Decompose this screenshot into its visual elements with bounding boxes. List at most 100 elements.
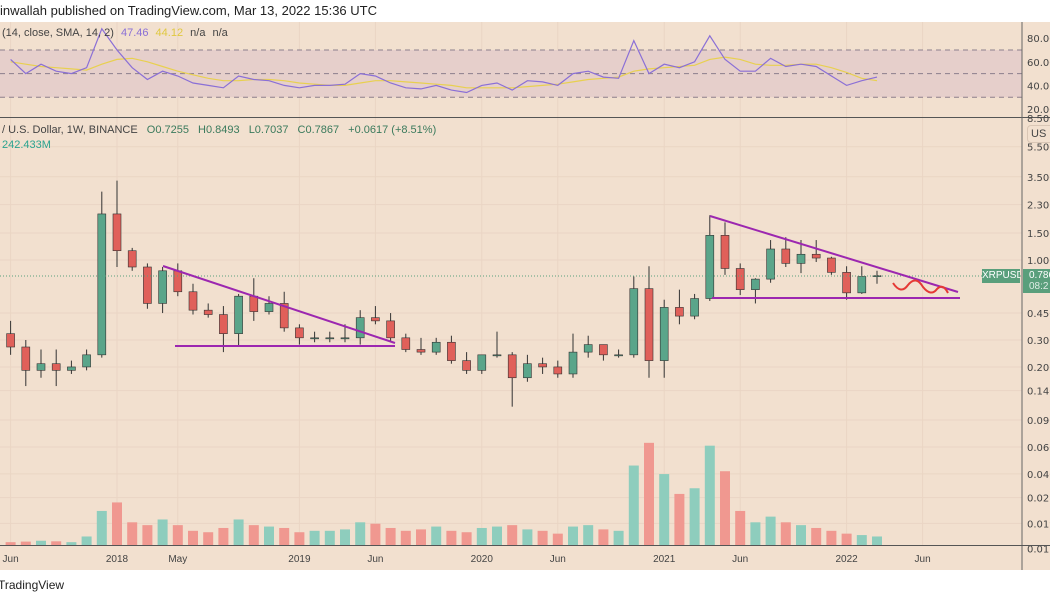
volume-bar (370, 523, 381, 545)
candle-body (857, 276, 867, 294)
candle-body (477, 354, 487, 371)
candle-body (462, 360, 471, 371)
candle-body (219, 314, 228, 334)
volume-bar (735, 510, 746, 545)
volume-bar (644, 442, 654, 545)
volume-bar (856, 535, 867, 545)
volume-bar (461, 532, 472, 545)
candle-body (690, 298, 699, 317)
ohlc-low: L0.7037 (248, 124, 289, 136)
volume-bar (613, 530, 624, 545)
last-price: 0.786 (1029, 270, 1050, 281)
volume-bar (416, 529, 426, 545)
volume-bar (628, 465, 639, 545)
candle-body (21, 346, 31, 371)
volume-bar (142, 525, 153, 545)
time-tick-label: 2021 (653, 554, 676, 565)
volume-bar (689, 488, 700, 545)
rsi-tick-label: 80.00 (1027, 34, 1050, 45)
candle-body (599, 344, 608, 356)
volume-bar (674, 493, 685, 545)
volume-bar (233, 519, 244, 545)
time-tick-label: Jun (915, 554, 931, 565)
time-tick-label: Jun (732, 554, 748, 565)
volume-bar (203, 532, 214, 545)
volume-bar (507, 525, 518, 545)
volume-bar (127, 522, 138, 545)
candle-body (644, 288, 654, 361)
volume-bar (51, 541, 62, 545)
price-tick-label: 1.500 (1027, 229, 1050, 240)
candle-body (629, 288, 639, 356)
rsi-tick-label: 60.00 (1027, 58, 1050, 69)
price-tick-label: 5.500 (1027, 143, 1050, 154)
candle-body (416, 349, 426, 353)
candle-body (751, 278, 760, 290)
volume-bar (157, 519, 168, 545)
volume-bar (704, 445, 715, 545)
candle-body (249, 295, 259, 312)
price-tick-label: 0.028 (1027, 494, 1050, 505)
volume-bar (324, 530, 335, 545)
currency-tag[interactable]: US (1027, 125, 1050, 143)
candle-body (325, 337, 335, 340)
volume-bar (218, 527, 229, 545)
volume-bar (811, 527, 822, 545)
price-tick-label: 0.200 (1027, 363, 1050, 374)
candle-body (447, 341, 456, 361)
volume-bar (872, 536, 882, 545)
candle-body (507, 354, 517, 379)
candle-body (203, 309, 213, 315)
volume-bar (598, 529, 609, 545)
volume-bar (355, 522, 366, 545)
volume-bar (340, 529, 350, 545)
volume-bar (20, 541, 31, 545)
price-tick-label: 3.500 (1027, 173, 1050, 184)
rsi-value: 47.46 (120, 27, 149, 39)
volume-bar (96, 510, 107, 545)
volume-bar (400, 530, 411, 545)
volume-bar (659, 474, 670, 545)
candle-body (279, 303, 289, 329)
candle-body (401, 337, 411, 350)
time-tick-label: Jun (3, 554, 19, 565)
price-tick-label: 0.060 (1027, 443, 1050, 454)
candle-body (720, 235, 730, 269)
volume-bar (385, 527, 396, 545)
time-tick-label: May (168, 554, 187, 565)
time-tick-label: Jun (550, 554, 566, 565)
volume-bar (188, 530, 198, 545)
descending-trendline-2018 (162, 265, 396, 344)
time-tick-label: Jun (367, 554, 383, 565)
candle-body (568, 351, 578, 375)
symbol-tag: XRPUSD (982, 269, 1020, 283)
price-tick-label: 0.140 (1027, 387, 1050, 398)
price-chart[interactable]: 8.500 5.500 3.500 2.300 1.500 1.000 0.450 0.300… (0, 22, 1050, 572)
price-tick-label: 1.000 (1027, 256, 1050, 267)
volume-bar (446, 530, 457, 545)
candle-body (583, 344, 593, 353)
price-tick-label: 0.019 (1027, 519, 1050, 530)
ohlc-close: C0.7867 (297, 124, 340, 136)
candle-body (112, 213, 122, 252)
price-tick-label: 0.450 (1027, 309, 1050, 320)
volume-bar (172, 525, 183, 545)
candle-body (842, 272, 851, 294)
rsi-sma-line (10, 56, 878, 89)
candle-body (158, 270, 167, 304)
volume-bar (112, 502, 122, 545)
candle-body (143, 266, 152, 304)
price-tick-label: 0.300 (1027, 336, 1050, 347)
price-tick-label: 8.500 (1027, 114, 1050, 125)
candle-body (371, 317, 380, 322)
volume-bar (81, 536, 92, 545)
candle-body (827, 257, 836, 273)
volume-bar (780, 522, 791, 545)
publish-text: inwallah published on TradingView.com, M… (0, 3, 377, 18)
rsi-tick-label: 40.00 (1027, 81, 1050, 92)
projection-path (892, 279, 949, 294)
publish-header: inwallah published on TradingView.com, M… (0, 0, 1050, 22)
candle-body (705, 235, 715, 299)
candle-body (173, 270, 183, 293)
volume-bar (750, 522, 761, 545)
